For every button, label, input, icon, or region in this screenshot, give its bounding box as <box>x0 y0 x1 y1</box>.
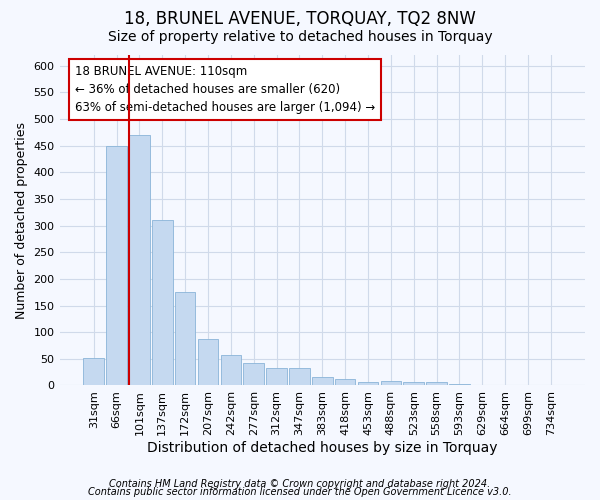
Bar <box>198 338 218 386</box>
Y-axis label: Number of detached properties: Number of detached properties <box>15 122 28 318</box>
Bar <box>335 378 355 386</box>
Bar <box>449 384 470 386</box>
Bar <box>518 385 538 386</box>
Text: Contains public sector information licensed under the Open Government Licence v3: Contains public sector information licen… <box>88 487 512 497</box>
Bar <box>129 135 150 386</box>
Bar <box>221 355 241 386</box>
X-axis label: Distribution of detached houses by size in Torquay: Distribution of detached houses by size … <box>147 441 497 455</box>
Bar <box>266 368 287 386</box>
Bar <box>541 385 561 386</box>
Text: 18 BRUNEL AVENUE: 110sqm
← 36% of detached houses are smaller (620)
63% of semi-: 18 BRUNEL AVENUE: 110sqm ← 36% of detach… <box>76 65 376 114</box>
Bar <box>106 146 127 386</box>
Bar <box>495 385 515 386</box>
Bar <box>152 220 173 386</box>
Text: Size of property relative to detached houses in Torquay: Size of property relative to detached ho… <box>107 30 493 44</box>
Bar <box>358 382 378 386</box>
Bar <box>83 358 104 386</box>
Text: 18, BRUNEL AVENUE, TORQUAY, TQ2 8NW: 18, BRUNEL AVENUE, TORQUAY, TQ2 8NW <box>124 10 476 28</box>
Bar <box>380 381 401 386</box>
Bar <box>312 378 332 386</box>
Bar <box>403 382 424 386</box>
Bar <box>175 292 196 386</box>
Text: Contains HM Land Registry data © Crown copyright and database right 2024.: Contains HM Land Registry data © Crown c… <box>109 479 491 489</box>
Bar <box>472 385 493 386</box>
Bar <box>289 368 310 386</box>
Bar <box>244 363 264 386</box>
Bar <box>426 382 447 386</box>
